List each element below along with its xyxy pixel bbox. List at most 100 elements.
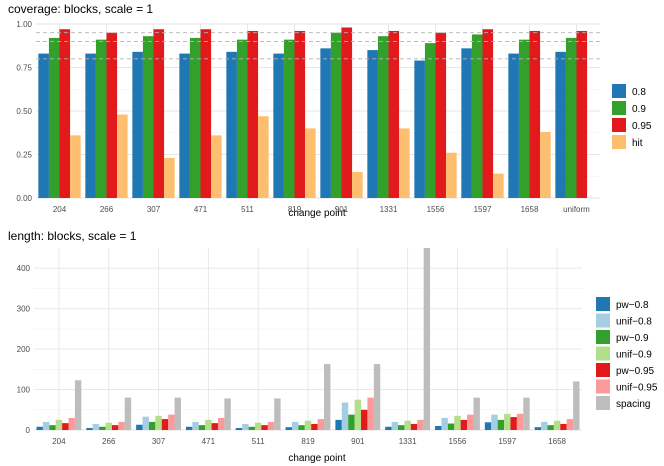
bar-0-8-uniform — [555, 51, 566, 199]
legend-key-pw-0-9 — [596, 330, 610, 344]
x-tick-label: 204 — [52, 437, 66, 446]
bar-unif-0-8-1597 — [491, 414, 498, 430]
bar-unif-0-95-266 — [118, 421, 125, 430]
x-tick-label: 471 — [202, 437, 216, 446]
x-tick-label: 901 — [351, 437, 365, 446]
bar-0-9-1556 — [424, 43, 436, 198]
x-tick-label: 266 — [102, 437, 116, 446]
bar-hit-1556 — [446, 152, 457, 198]
bar-spacing-1556 — [473, 397, 480, 430]
bar-0-9-1658 — [518, 39, 530, 198]
reference-lines — [36, 32, 600, 60]
x-tick-label: 511 — [241, 205, 254, 214]
y-tick-label: 0.50 — [16, 107, 32, 116]
x-tick-label: 307 — [147, 205, 161, 214]
bar-hit-1597 — [493, 173, 504, 198]
legend-label-pw-0-95: pw−0.95 — [616, 366, 655, 377]
y-tick-label: 300 — [17, 305, 31, 314]
bar-pw-0-9-1331 — [398, 425, 405, 430]
bar-unif-0-95-511 — [267, 421, 275, 430]
length-chart: length: blocks, scale = 1 change point 0… — [8, 229, 658, 464]
bar-spacing-307 — [174, 397, 181, 430]
bar-spacing-1597 — [523, 397, 530, 430]
legend-label-0-95: 0.95 — [632, 121, 652, 132]
bar-unif-0-9-204 — [55, 419, 63, 430]
bar-0-8-307 — [132, 51, 143, 199]
bar-pw-0-9-471 — [198, 425, 206, 430]
bar-pw-0-8-901 — [335, 419, 342, 430]
legend-label-unif-0-8: unif−0.8 — [616, 317, 652, 328]
length-chart-title: length: blocks, scale = 1 — [8, 229, 137, 243]
bar-0-8-266 — [85, 53, 96, 198]
bar-unif-0-9-1597 — [504, 413, 511, 430]
legend-label-pw-0-8: pw−0.8 — [616, 300, 649, 311]
bar-pw-0-8-1658 — [534, 427, 542, 430]
bar-0-8-819 — [273, 53, 284, 198]
bar-0-9-307 — [142, 36, 154, 199]
x-tick-label: 819 — [288, 205, 302, 214]
bar-pw-0-9-1597 — [497, 419, 505, 430]
bar-unif-0-8-901 — [341, 402, 349, 430]
x-tick-label: 1331 — [399, 437, 417, 446]
y-tick-label: 100 — [17, 386, 31, 395]
bar-0-9-1597 — [471, 34, 483, 198]
bar-0-8-471 — [179, 53, 190, 198]
bar-unif-0-9-1331 — [404, 420, 411, 430]
bar-0-9-204 — [48, 37, 60, 198]
legend-key-spacing — [596, 396, 610, 410]
bar-pw-0-95-1658 — [560, 423, 567, 430]
bar-0-8-1597 — [461, 48, 472, 198]
bar-0-9-901 — [330, 32, 342, 199]
bar-spacing-266 — [124, 397, 132, 430]
x-tick-label: 1658 — [548, 437, 566, 446]
bar-unif-0-9-511 — [254, 422, 262, 430]
coverage-chart: coverage: blocks, scale = 1 change point… — [8, 2, 652, 219]
bar-pw-0-8-511 — [235, 427, 243, 430]
y-tick-label: 0.75 — [16, 64, 32, 73]
bar-unif-0-95-471 — [217, 417, 225, 430]
legend-label-unif-0-95: unif−0.95 — [616, 383, 658, 394]
y-tick-label: 200 — [17, 345, 31, 354]
length-x-axis-label: change point — [288, 453, 345, 464]
y-tick-label: 0.00 — [16, 194, 32, 203]
x-tick-label: 1556 — [449, 437, 467, 446]
bar-0-8-1556 — [414, 60, 425, 198]
x-tick-label: 1597 — [474, 205, 492, 214]
bar-spacing-204 — [74, 380, 82, 430]
bar-pw-0-8-471 — [185, 426, 193, 430]
legend-key-0-8 — [612, 84, 626, 98]
legend-label-spacing: spacing — [616, 399, 650, 410]
bar-0-9-819 — [283, 39, 295, 198]
bar-unif-0-95-819 — [317, 419, 325, 430]
bar-pw-0-95-901 — [361, 409, 368, 430]
legend-label-unif-0-9: unif−0.9 — [616, 350, 652, 361]
bar-unif-0-8-1658 — [541, 421, 548, 430]
bar-unif-0-8-1331 — [391, 421, 399, 430]
bar-spacing-1331 — [423, 248, 431, 430]
bar-unif-0-8-819 — [291, 421, 299, 430]
bar-unif-0-8-1556 — [441, 417, 448, 430]
bar-pw-0-8-266 — [86, 427, 93, 430]
bar-unif-0-95-901 — [367, 397, 374, 430]
bar-pw-0-9-1556 — [447, 423, 455, 430]
bar-unif-0-8-266 — [92, 423, 100, 430]
grid-lines — [34, 248, 582, 431]
bar-pw-0-8-1597 — [484, 422, 492, 430]
bar-0-95-1331 — [388, 30, 400, 199]
bar-hit-1331 — [399, 128, 410, 198]
bar-0-95-1597 — [482, 29, 494, 198]
bar-0-9-1331 — [377, 36, 389, 199]
bar-0-95-204 — [59, 29, 71, 198]
bar-hit-511 — [258, 116, 269, 198]
bar-unif-0-9-266 — [105, 422, 112, 430]
bar-unif-0-8-307 — [142, 416, 149, 430]
legend-key-0-9 — [612, 101, 626, 115]
bar-pw-0-95-1331 — [410, 423, 418, 430]
x-tick-label: 511 — [252, 437, 265, 446]
bar-spacing-511 — [274, 398, 281, 430]
bar-0-95-uniform — [576, 30, 588, 199]
bar-pw-0-95-819 — [311, 423, 318, 430]
legend-label-hit: hit — [632, 138, 643, 149]
x-tick-label: 1658 — [521, 205, 539, 214]
